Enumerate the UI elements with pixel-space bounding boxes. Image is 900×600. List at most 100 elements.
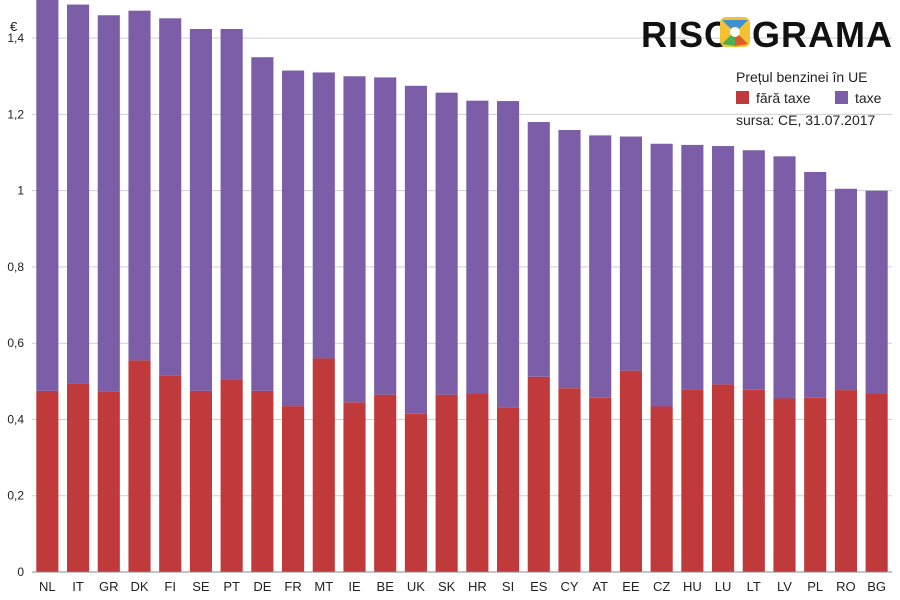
y-tick-label: 1 [17,184,24,198]
x-tick-label: RO [836,579,856,594]
bar-fara-taxe-lv [773,398,796,572]
logo-cube-icon [720,17,750,47]
bar-taxe-cz [650,143,673,407]
y-axis-unit: € [10,19,18,34]
bar-taxe-sk [435,92,458,395]
y-tick-label: 1,2 [7,107,24,121]
x-tick-label: EE [622,579,640,594]
bar-fara-taxe-mt [312,358,335,572]
bar-fara-taxe-bg [865,393,888,572]
bar-fara-taxe-at [589,397,612,572]
x-tick-label: GR [99,579,119,594]
bar-taxe-hr [466,100,489,394]
x-tick-label: SK [438,579,456,594]
x-axis-ticks: NL IT GR DK FI SE PT DE FR MT IE BE UK SK HR SI ES CY AT EE… [39,579,886,594]
x-tick-label: CY [560,579,578,594]
x-tick-label: SE [192,579,210,594]
bar-taxe-cy [558,130,581,389]
bar-fara-taxe-nl [36,390,59,572]
x-tick-label: HU [683,579,702,594]
y-tick-label: 0,2 [7,489,24,503]
bar-taxe-it [67,4,90,384]
x-tick-label: NL [39,579,56,594]
x-tick-label: LV [777,579,792,594]
x-tick-label: FI [164,579,176,594]
brand-logo: RISC GRAMA [641,14,893,55]
x-tick-label: CZ [653,579,670,594]
bars [36,0,888,572]
bar-taxe-se [189,28,212,391]
x-tick-label: PT [223,579,240,594]
bar-taxe-ie [343,76,366,403]
bar-taxe-lv [773,156,796,399]
bar-fara-taxe-ee [619,370,642,572]
bar-fara-taxe-ro [834,390,857,572]
y-axis-ticks: 0 0,2 0,4 0,6 0,8 1 1,2 1,4 [7,31,24,579]
bar-fara-taxe-pl [804,397,827,572]
bar-fara-taxe-dk [128,360,151,572]
logo-text-right: GRAMA [752,14,893,55]
legend-title: Prețul benzinei în UE [736,69,868,85]
bar-fara-taxe-lt [742,389,765,572]
legend-label-fara-taxe: fără taxe [756,90,811,106]
bar-taxe-pt [220,28,243,380]
bar-taxe-es [527,122,550,377]
x-tick-label: ES [530,579,548,594]
legend-swatch-taxe [835,91,848,104]
bar-taxe-dk [128,10,151,361]
bar-fara-taxe-ie [343,402,366,572]
bar-fara-taxe-uk [404,413,427,572]
x-tick-label: DK [130,579,148,594]
x-tick-label: LT [747,579,761,594]
x-tick-label: BE [377,579,395,594]
y-tick-label: 1,4 [7,31,24,45]
x-tick-label: PL [807,579,823,594]
bar-taxe-ee [619,136,642,371]
legend-label-taxe: taxe [855,90,882,106]
bar-taxe-de [251,57,274,391]
bar-taxe-fr [282,70,305,407]
x-tick-label: MT [314,579,333,594]
bar-fara-taxe-de [251,390,274,572]
bar-taxe-mt [312,72,335,359]
x-tick-label: DE [253,579,271,594]
bar-taxe-at [589,135,612,398]
legend-source: sursa: CE, 31.07.2017 [736,112,876,128]
legend-swatch-fara-taxe [736,91,749,104]
bar-fara-taxe-cy [558,388,581,572]
x-tick-label: SI [502,579,514,594]
x-tick-label: IE [348,579,361,594]
bar-taxe-gr [97,15,120,392]
bar-fara-taxe-pt [220,379,243,572]
bar-fara-taxe-fr [282,406,305,572]
bar-taxe-nl [36,0,59,391]
bar-fara-taxe-hu [681,389,704,572]
bar-fara-taxe-se [189,390,212,572]
bar-taxe-lu [712,146,735,385]
x-tick-label: BG [867,579,886,594]
bar-fara-taxe-cz [650,406,673,572]
y-tick-label: 0 [17,565,24,579]
bar-taxe-hu [681,144,704,390]
bar-taxe-bg [865,190,888,394]
bar-fara-taxe-gr [97,391,120,572]
bar-fara-taxe-lu [712,384,735,572]
x-tick-label: LU [715,579,732,594]
x-tick-label: AT [592,579,608,594]
bar-fara-taxe-fi [159,375,182,572]
x-tick-label: HR [468,579,487,594]
logo-text-left: RISC [641,14,731,55]
y-tick-label: 0,6 [7,336,24,350]
bar-taxe-be [374,77,397,395]
bar-fara-taxe-si [497,407,520,572]
bar-taxe-ro [834,188,857,391]
bar-fara-taxe-it [67,383,90,572]
x-tick-label: UK [407,579,425,594]
bar-fara-taxe-be [374,394,397,572]
bar-fara-taxe-hr [466,393,489,572]
bar-taxe-pl [804,171,827,398]
bar-fara-taxe-sk [435,394,458,572]
x-tick-label: IT [72,579,84,594]
bar-taxe-uk [404,85,427,414]
